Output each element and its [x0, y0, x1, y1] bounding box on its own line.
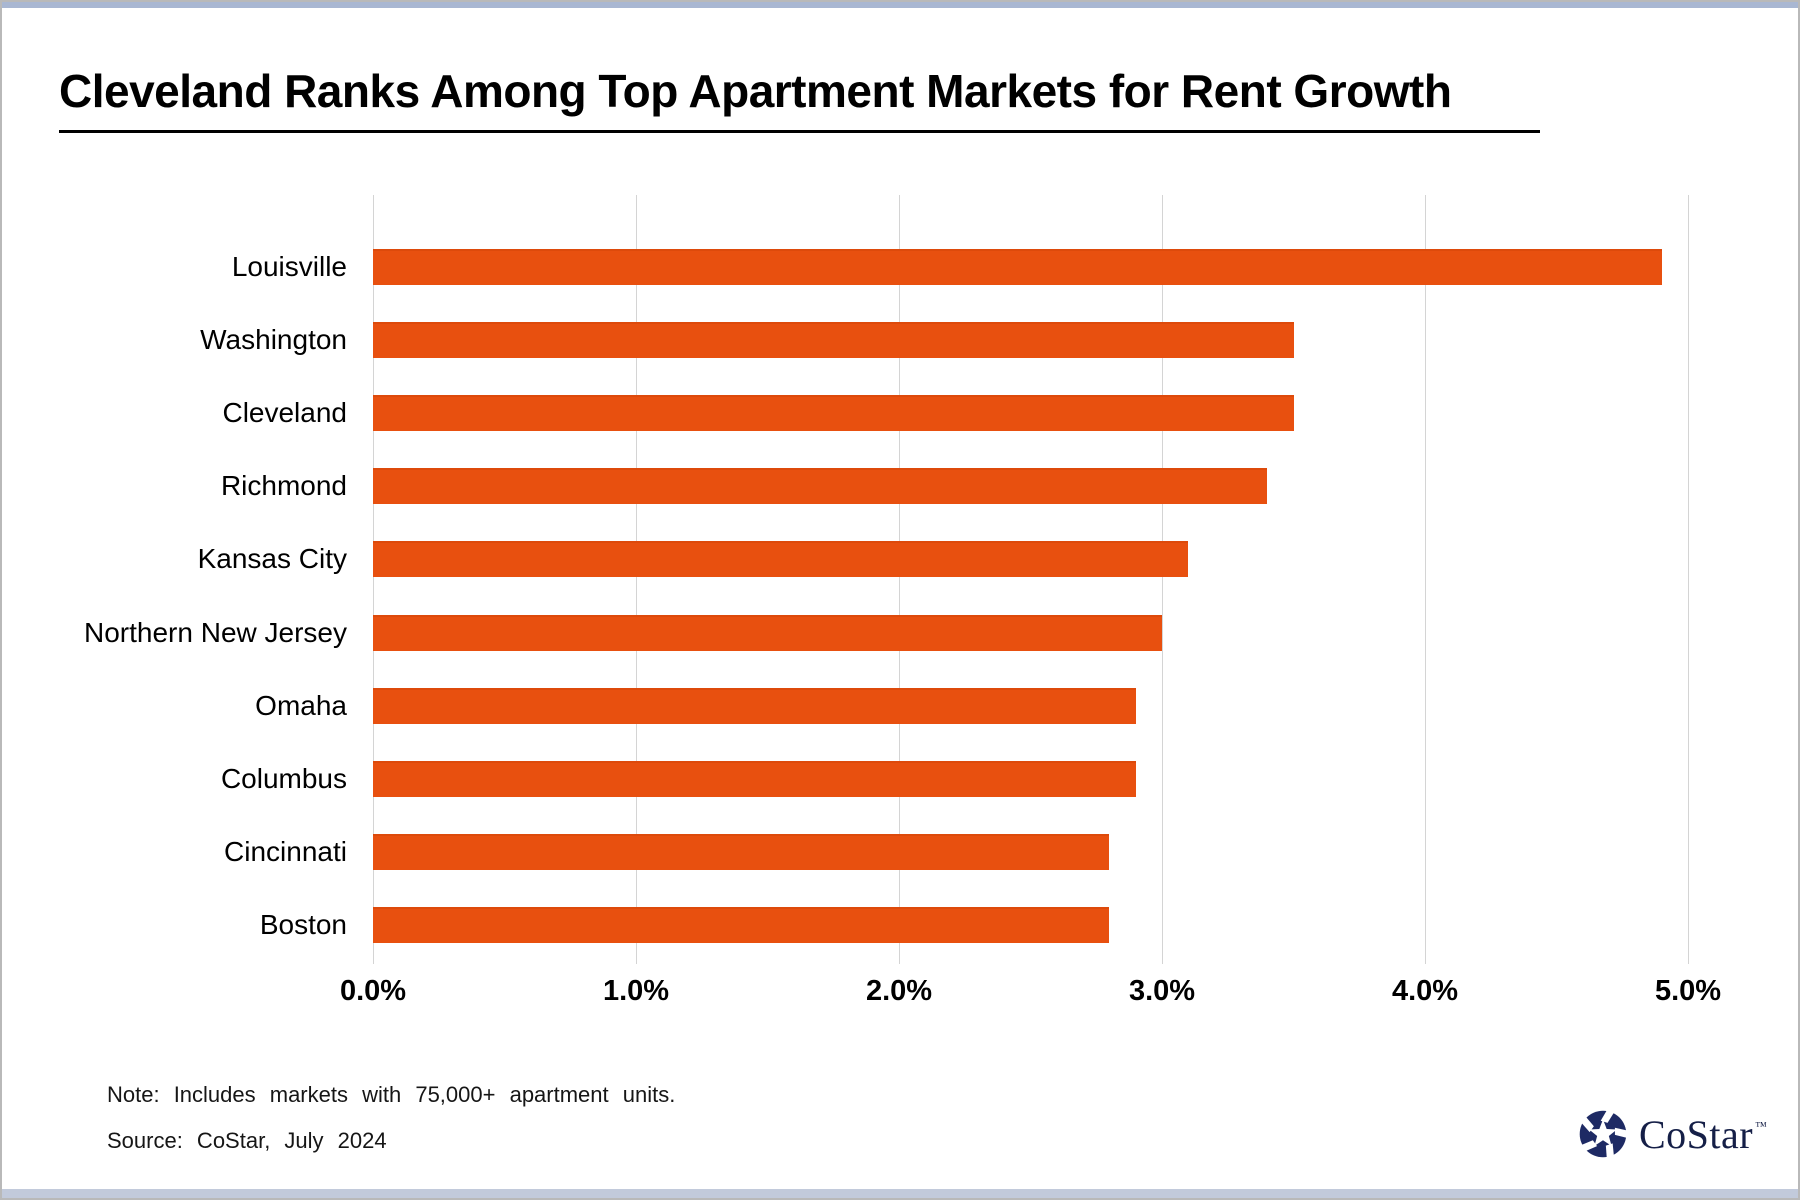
- category-label: Cleveland: [222, 397, 347, 429]
- bar-track: [373, 468, 1688, 505]
- bar-track: [373, 395, 1688, 432]
- category-label: Kansas City: [197, 543, 347, 575]
- gridline: [636, 195, 637, 964]
- trademark-symbol: ™: [1755, 1118, 1768, 1133]
- category-label: Louisville: [231, 251, 347, 282]
- costar-logo: CoStar ™: [1577, 1098, 1792, 1170]
- bar-richmond: [373, 468, 1268, 505]
- gridline: [373, 195, 374, 964]
- bar-washington: [373, 322, 1294, 359]
- category-label: Columbus: [220, 762, 347, 794]
- bar-track: [373, 760, 1688, 797]
- bar-cincinnati: [373, 833, 1110, 870]
- gridline-layer: [373, 195, 1689, 964]
- chart-row: Richmond: [2, 468, 1688, 505]
- source-text: Source: CoStar, July 2024: [107, 1128, 387, 1153]
- title-underline: [59, 130, 1540, 133]
- x-axis: 0.0% 1.0% 2.0% 3.0% 4.0% 5.0%: [340, 975, 1721, 1015]
- chart-row: Washington: [2, 322, 1688, 359]
- bar-kansas-city: [373, 541, 1189, 578]
- page-title: Cleveland Ranks Among Top Apartment Mark…: [59, 65, 1452, 117]
- costar-logo-text: CoStar ™: [1639, 1111, 1767, 1158]
- bar-track: [373, 322, 1688, 359]
- axis-tick-label: 2.0%: [865, 975, 933, 1007]
- bar-columbus: [373, 760, 1136, 797]
- costar-pinwheel-icon: [1577, 1108, 1629, 1160]
- chart-row: Louisville: [2, 249, 1688, 285]
- bottom-border-strip: [2, 1189, 1798, 1198]
- bar-track: [373, 249, 1688, 285]
- axis-tick-label: 5.0%: [1654, 975, 1722, 1007]
- chart-row: Boston: [2, 906, 1688, 943]
- bar-chart: Louisville Washington Cleveland Richmond Kan…: [2, 195, 1721, 1007]
- category-label: Omaha: [255, 689, 347, 721]
- gridline: [1688, 195, 1689, 964]
- costar-wordmark: CoStar: [1639, 1111, 1754, 1157]
- gridline: [899, 195, 900, 964]
- axis-tick-label: 1.0%: [602, 975, 670, 1007]
- bar-boston: [373, 906, 1110, 943]
- chart-row: Cleveland: [2, 395, 1688, 432]
- category-label: Boston: [259, 908, 347, 940]
- bar-track: [373, 906, 1688, 943]
- note-text: Note: Includes markets with 75,000+ apar…: [107, 1082, 676, 1107]
- axis-tick-label: 0.0%: [339, 975, 407, 1007]
- chart-row: Cincinnati: [2, 833, 1688, 870]
- category-label: Richmond: [220, 470, 347, 502]
- top-border-strip: [2, 2, 1798, 8]
- chart-rows: Louisville Washington Cleveland Richmond Kan…: [2, 195, 1688, 945]
- category-label: Cincinnati: [224, 835, 347, 867]
- category-label: Washington: [200, 324, 347, 356]
- category-label: Northern New Jersey: [84, 616, 347, 648]
- chart-row: Columbus: [2, 760, 1688, 797]
- bar-omaha: [373, 687, 1136, 724]
- bar-track: [373, 614, 1688, 651]
- gridline: [1425, 195, 1426, 964]
- bar-track: [373, 833, 1688, 870]
- axis-tick-label: 4.0%: [1391, 975, 1459, 1007]
- bar-northern-new-jersey: [373, 614, 1162, 651]
- bar-cleveland: [373, 395, 1294, 432]
- chart-row: Northern New Jersey: [2, 614, 1688, 651]
- axis-tick-label: 3.0%: [1128, 975, 1196, 1007]
- bar-track: [373, 541, 1688, 578]
- chart-row: Omaha: [2, 687, 1688, 724]
- bar-track: [373, 687, 1688, 724]
- chart-row: Kansas City: [2, 541, 1688, 578]
- bar-louisville: [373, 249, 1662, 285]
- gridline: [1162, 195, 1163, 964]
